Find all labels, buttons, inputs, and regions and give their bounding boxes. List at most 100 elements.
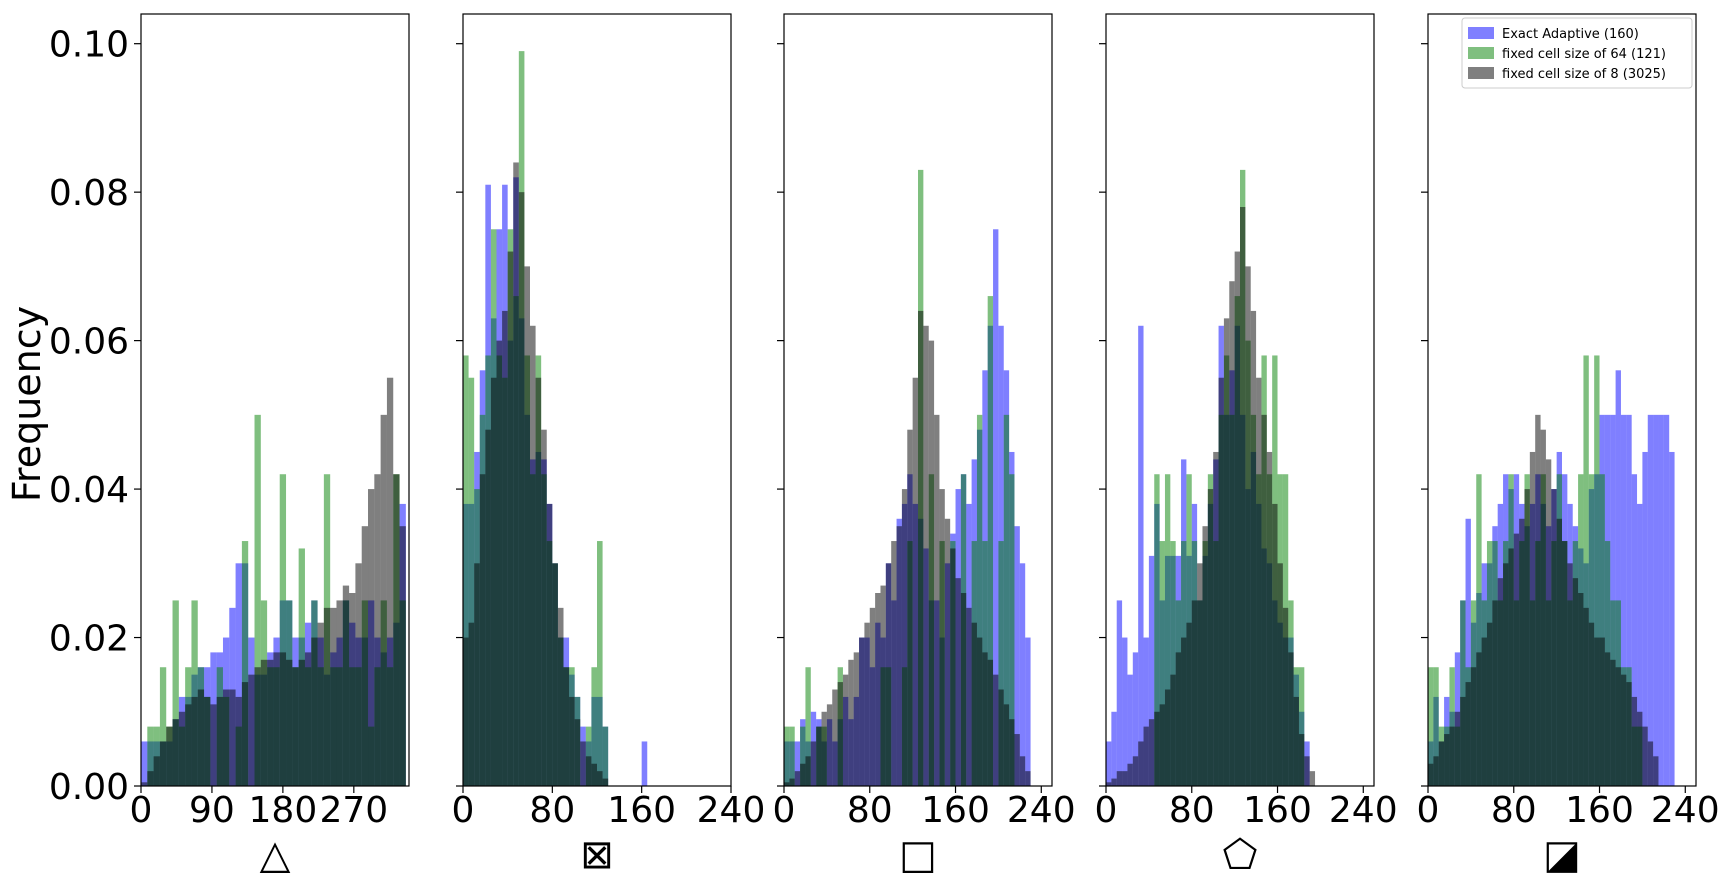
bar-s3-b1 [468, 622, 475, 786]
bar-s3-b16 [1191, 600, 1198, 786]
bar-s3-b39 [1637, 711, 1643, 786]
bar-s3-b35 [971, 622, 977, 786]
bar-s3-b15 [1508, 548, 1514, 786]
bar-s3-b6 [1460, 696, 1466, 786]
bar-s3-b2 [794, 771, 801, 786]
bar-s3-b26 [1567, 563, 1573, 786]
bar-s2-b9 [1476, 474, 1482, 786]
bar-s3-b4 [1449, 726, 1455, 786]
bar-s3-b16 [1513, 533, 1520, 786]
bar-s2-b23 [591, 667, 597, 786]
bar-s3-b9 [1154, 711, 1160, 786]
bar-s3-b3 [159, 741, 167, 786]
bar-s1-b39 [993, 229, 999, 786]
y-tick-label: 0.00 [49, 767, 129, 808]
bar-s2-b9 [1154, 474, 1160, 786]
bar-s3-b30 [1588, 622, 1595, 786]
bar-s3-b27 [1250, 310, 1257, 786]
bar-s3-b7 [1465, 682, 1471, 786]
bar-s3-b29 [1583, 607, 1589, 786]
legend-swatch [1468, 27, 1494, 39]
x-tick-label: 240 [1329, 790, 1398, 831]
bar-s3-b36 [976, 637, 983, 786]
x-tick-label: 0 [1095, 790, 1118, 831]
bar-s3-b39 [386, 377, 394, 786]
bar-s1-b44 [1663, 414, 1670, 786]
bar-s3-b12 [216, 696, 223, 786]
bar-s2-b8 [191, 600, 198, 786]
bar-s3-b31 [336, 600, 343, 786]
bar-s3-b28 [317, 622, 324, 786]
bar-s3-b15 [1186, 622, 1192, 786]
bar-s3-b36 [1620, 674, 1627, 786]
bar-s3-b26 [304, 652, 312, 786]
y-tick-label: 0.10 [49, 25, 129, 66]
bar-s1-b42 [1653, 414, 1659, 786]
bar-s3-b11 [1486, 622, 1493, 786]
bar-s1-b44 [1019, 563, 1026, 786]
bar-s2-b6 [1460, 600, 1466, 786]
bar-s3-b31 [1272, 503, 1278, 786]
bar-s3-b41 [1647, 741, 1654, 786]
bar-s3-b22 [279, 652, 287, 786]
bar-s1-b39 [1637, 503, 1643, 786]
bar-s3-b13 [222, 689, 230, 786]
bar-s3-b20 [891, 541, 897, 786]
bar-s3-b13 [1175, 652, 1182, 786]
bar-s3-b18 [1202, 526, 1208, 786]
x-tick-label: 0 [1417, 790, 1440, 831]
bar-s3-b33 [1282, 607, 1289, 786]
bar-s3-b0 [784, 782, 790, 786]
bar-s3-b12 [848, 659, 854, 786]
x-tick-label: 0 [773, 790, 796, 831]
bar-s3-b22 [1545, 459, 1552, 786]
bar-s3-b32 [342, 585, 350, 786]
bar-s3-b33 [960, 593, 967, 786]
bar-s3-b27 [928, 340, 935, 786]
bar-s3-b34 [1610, 659, 1616, 786]
bar-s3-b6 [178, 711, 186, 786]
bar-s1-b0 [1106, 741, 1112, 786]
x-axis-label: ⊠ [580, 832, 614, 876]
bar-s3-b36 [368, 489, 375, 786]
bar-s3-b20 [1213, 451, 1219, 786]
bar-s3-b21 [896, 526, 902, 786]
bar-s3-b34 [966, 607, 972, 786]
bar-s3-b7 [502, 310, 508, 786]
bar-s3-b9 [513, 162, 519, 786]
bar-s3-b8 [1470, 667, 1477, 786]
bar-s3-b9 [832, 689, 838, 786]
bar-s3-b25 [918, 310, 924, 786]
y-tick-label: 0.06 [49, 322, 129, 363]
bar-s2-b32 [1599, 474, 1605, 786]
x-tick-label: 90 [189, 790, 235, 831]
bar-s1-b43 [1658, 414, 1664, 786]
legend-entry: fixed cell size of 64 (121) [1502, 47, 1666, 62]
x-tick-label: 80 [847, 790, 893, 831]
bar-s1-b8 [1148, 555, 1155, 786]
bar-s3-b42 [1009, 719, 1015, 786]
bar-s3-b38 [380, 414, 387, 786]
bar-s3-b14 [541, 429, 547, 786]
bar-s3-b21 [273, 652, 280, 786]
legend-entry: Exact Adaptive (160) [1502, 27, 1639, 42]
bar-s2-b5 [172, 600, 179, 786]
bar-s3-b23 [591, 763, 597, 786]
bar-s3-b34 [1288, 652, 1294, 786]
bar-s2-b22 [279, 474, 287, 786]
x-axis-label: □ [899, 832, 937, 876]
bar-s3-b12 [1492, 600, 1498, 786]
bar-s2-b40 [998, 541, 1004, 786]
bar-s3-b3 [479, 474, 486, 786]
bar-s1-b3 [1122, 637, 1128, 786]
bar-s3-b38 [1309, 771, 1316, 786]
bar-s3-b41 [1003, 704, 1010, 786]
bar-s3-b10 [837, 682, 843, 786]
bar-s3-b13 [535, 377, 542, 786]
bar-s3-b2 [474, 563, 480, 786]
panel-1: 0.00 0.02 0.04 0.06 0.08 0.10 0 90 180 270 △ [49, 13, 410, 876]
y-tick-label: 0.02 [49, 619, 129, 660]
x-tick-label: 240 [1007, 790, 1076, 831]
bar-s3-b4 [805, 756, 811, 786]
bar-s3-b14 [1181, 637, 1187, 786]
